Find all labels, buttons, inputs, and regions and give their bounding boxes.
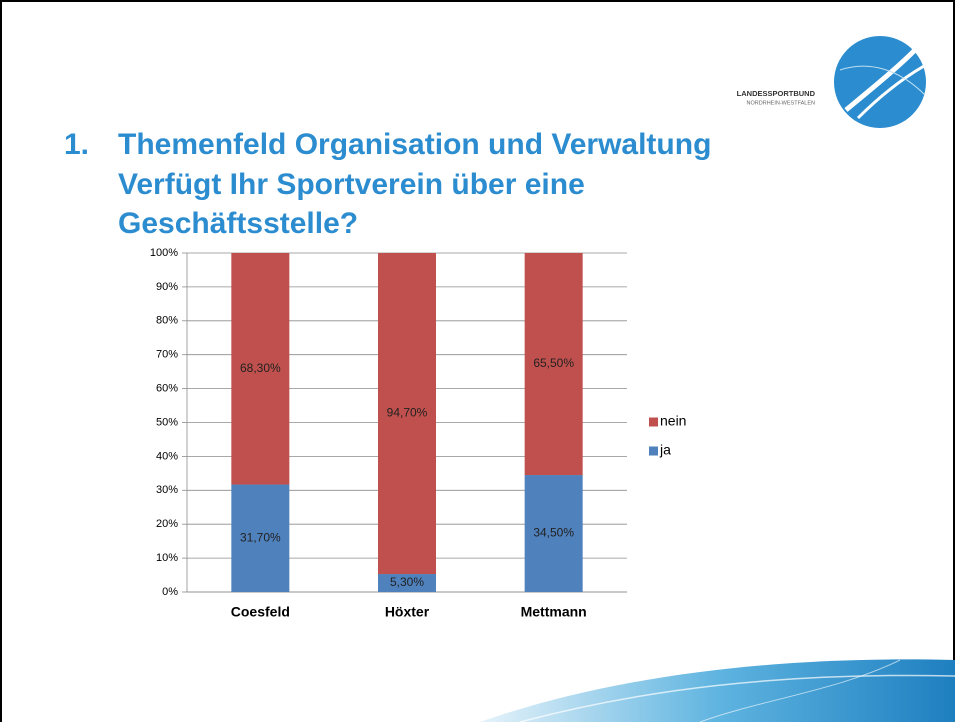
y-tick-label: 90% xyxy=(156,281,178,293)
legend-swatch xyxy=(649,447,658,456)
y-tick-label: 100% xyxy=(150,247,178,259)
data-label: 34,50% xyxy=(533,526,574,540)
slide: LANDESSPORTBUND NORDRHEIN-WESTFALEN 1. T… xyxy=(0,0,955,722)
data-label: 68,30% xyxy=(240,361,281,375)
y-tick-label: 20% xyxy=(156,518,178,530)
x-tick-label: Höxter xyxy=(385,604,430,620)
chart: 0% 10% 20% 30% 40% 50% 60% 70% 80% 90% 100% Coesfel… xyxy=(150,247,687,620)
data-label: 5,30% xyxy=(390,575,424,589)
data-label: 94,70% xyxy=(387,406,428,420)
y-tick-label: 50% xyxy=(156,416,178,428)
data-label: 65,50% xyxy=(533,356,574,370)
y-tick-label: 70% xyxy=(156,349,178,361)
x-tick-label: Coesfeld xyxy=(231,604,290,620)
y-tick-label: 0% xyxy=(162,586,178,598)
logo-name: LANDESSPORTBUND xyxy=(737,89,816,98)
data-label: 31,70% xyxy=(240,530,281,544)
legend-swatch xyxy=(649,418,658,427)
y-tick-label: 30% xyxy=(156,484,178,496)
y-tick-label: 80% xyxy=(156,315,178,327)
y-tick-label: 40% xyxy=(156,450,178,462)
logo-region: NORDRHEIN-WESTFALEN xyxy=(747,100,815,106)
swoosh xyxy=(480,659,955,722)
title-line: Geschäftsstelle? xyxy=(118,207,358,240)
legend-label: ja xyxy=(659,442,671,458)
legend-label: nein xyxy=(660,413,686,429)
title-line: Themenfeld Organisation und Verwaltung xyxy=(118,128,711,161)
y-tick-label: 10% xyxy=(156,552,178,564)
y-tick-label: 60% xyxy=(156,383,178,395)
title-number: 1. xyxy=(64,128,89,161)
slide-border xyxy=(1,1,954,722)
x-tick-label: Mettmann xyxy=(521,604,587,620)
title-line: Verfügt Ihr Sportverein über eine xyxy=(118,168,585,201)
